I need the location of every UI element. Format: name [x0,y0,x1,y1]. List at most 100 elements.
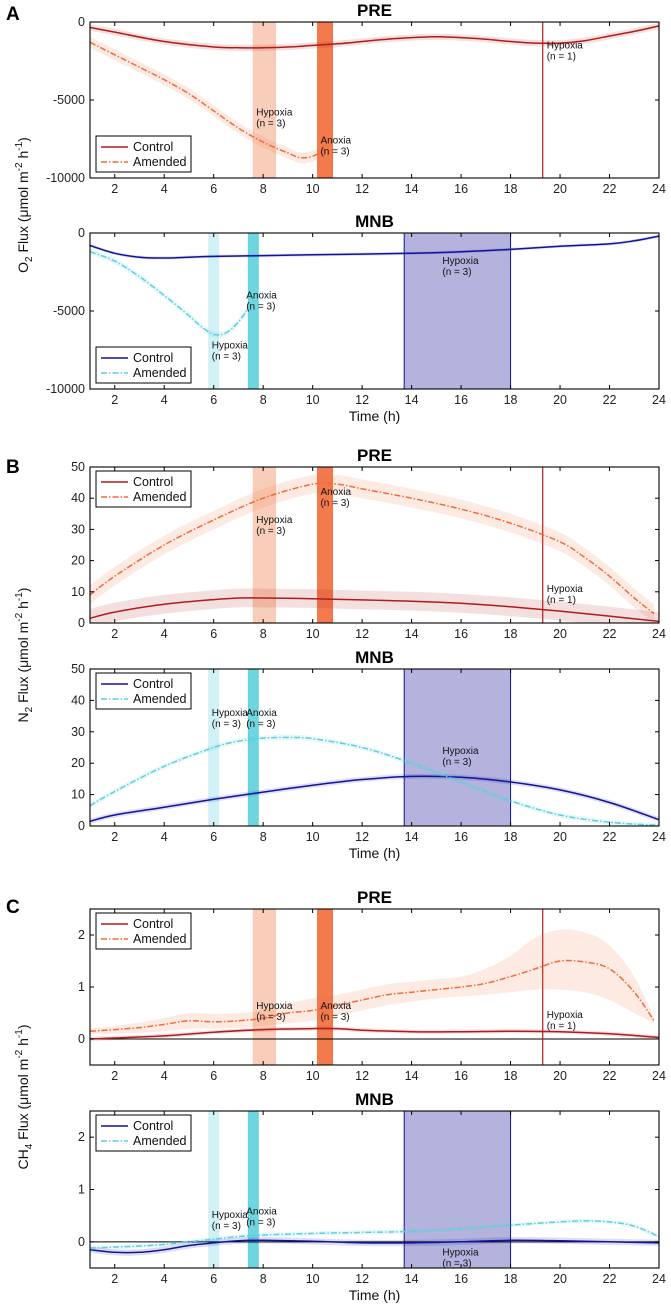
ylabel-sup2: -1 [14,141,25,150]
x-tick-label: 10 [306,1069,320,1083]
x-tick-label: 6 [210,627,217,641]
annotation-label: Anoxia [320,1001,351,1012]
plot-area [90,467,659,623]
annotation-n: (n = 3) [246,302,275,313]
x-tick-label: 8 [260,1069,267,1083]
shaded-region [317,467,333,623]
series-band-control [90,22,659,51]
x-tick-label: 8 [260,830,267,844]
legend-label-control: Control [133,917,173,931]
annotation-label: Anoxia [246,291,277,302]
legend-box [95,346,192,384]
ylabel-main: O [15,262,31,273]
x-tick-label: 16 [454,1272,468,1286]
x-tick-label: 14 [405,1272,419,1286]
legend-label-control: Control [133,1119,173,1133]
shaded-region [317,909,333,1065]
series-band-control [90,1237,659,1256]
x-tick-label: 20 [553,1272,567,1286]
x-tick-label: 12 [355,627,369,641]
x-tick-label: 18 [504,182,518,196]
ylabel-sub: 2 [24,256,35,262]
annotation-label: Hypoxia [212,1210,249,1221]
annotation-label: Anoxia [320,136,351,147]
x-tick-label: 12 [355,182,369,196]
series-line-control [90,775,659,823]
x-tick-label: 22 [603,1069,617,1083]
x-tick-label: 6 [210,393,217,407]
legend-label-amended: Amended [133,932,187,946]
subplot-title: PRE [357,888,392,907]
x-tick-label: 4 [161,1069,168,1083]
legend-label-amended: Amended [133,490,187,504]
x-tick-label: 20 [553,182,567,196]
x-tick-label: 18 [504,627,518,641]
x-tick-label: 10 [306,393,320,407]
x-tick-label: 18 [504,830,518,844]
annotation-n: (n = 3) [256,526,285,537]
series-band-amended [90,734,659,826]
annotation-label: Hypoxia [212,340,249,351]
y-tick-label: 30 [71,725,85,739]
shaded-region [252,909,277,1065]
legend-box [95,470,192,508]
shaded-region [252,467,277,623]
ylabel-mid: h [15,1038,31,1050]
x-tick-label: 20 [553,627,567,641]
x-tick-label: 22 [603,627,617,641]
y-tick-label: -5000 [53,93,85,107]
x-tick-label: 2 [111,1272,118,1286]
ylabel-main: CH [15,1149,31,1169]
x-tick-label: 24 [652,627,666,641]
annotation-n: (n = 3) [212,351,241,362]
panel-letter-c: C [6,897,20,918]
ylabel-sup2: -1 [14,592,25,601]
ylabel-sup1: -2 [14,1049,25,1058]
annotation-label: Hypoxia [547,584,584,595]
annotation-label: Anoxia [246,1207,277,1218]
ylabel-end: ) [15,1024,31,1029]
series-band-amended [90,929,655,1034]
x-tick-label: 2 [111,1069,118,1083]
subplot-title: MNB [355,648,394,667]
series-line-amended [90,736,659,826]
annotation-label: Anoxia [320,487,351,498]
series-band-amended [90,1218,659,1251]
x-tick-label: 4 [161,393,168,407]
shaded-region [403,669,512,826]
ylabel-end: ) [15,137,31,142]
y-axis-label-b: N2 Flux (μmol m-2 h-1) [14,588,35,723]
y-tick-label: 20 [71,554,85,568]
plot-area [90,1111,659,1268]
series-line-control [90,1239,659,1254]
annotation-label: Anoxia [246,708,277,719]
x-tick-label: 16 [454,393,468,407]
x-tick-label: 10 [306,1272,320,1286]
axes-frame [89,668,660,827]
x-tick-label: 24 [652,393,666,407]
y-tick-label: -5000 [53,304,85,318]
x-tick-label: 22 [603,1272,617,1286]
plot-area [90,233,659,389]
annotation-label: Hypoxia [547,1010,584,1021]
x-tick-label: 24 [652,182,666,196]
x-tick-label: 14 [405,182,419,196]
ylabel-mid: h [15,151,31,163]
x-tick-label: 22 [603,830,617,844]
y-tick-label: -10000 [46,171,85,185]
x-tick-label: 14 [405,830,419,844]
y-tick-label: 0 [78,616,85,630]
x-tick-label: 16 [454,830,468,844]
x-tick-label: 2 [111,182,118,196]
series-line-amended [90,41,326,159]
y-tick-label: 2 [78,1130,85,1144]
x-tick-label: 24 [652,830,666,844]
subplot-b-pre: 2 4 6 8 10 12 14 16 18 20 22 2401020304050PREHypoxi… [71,446,666,641]
x-tick-label: 16 [454,1069,468,1083]
x-axis-label: Time (h) [349,845,401,861]
x-tick-label: 18 [504,1069,518,1083]
